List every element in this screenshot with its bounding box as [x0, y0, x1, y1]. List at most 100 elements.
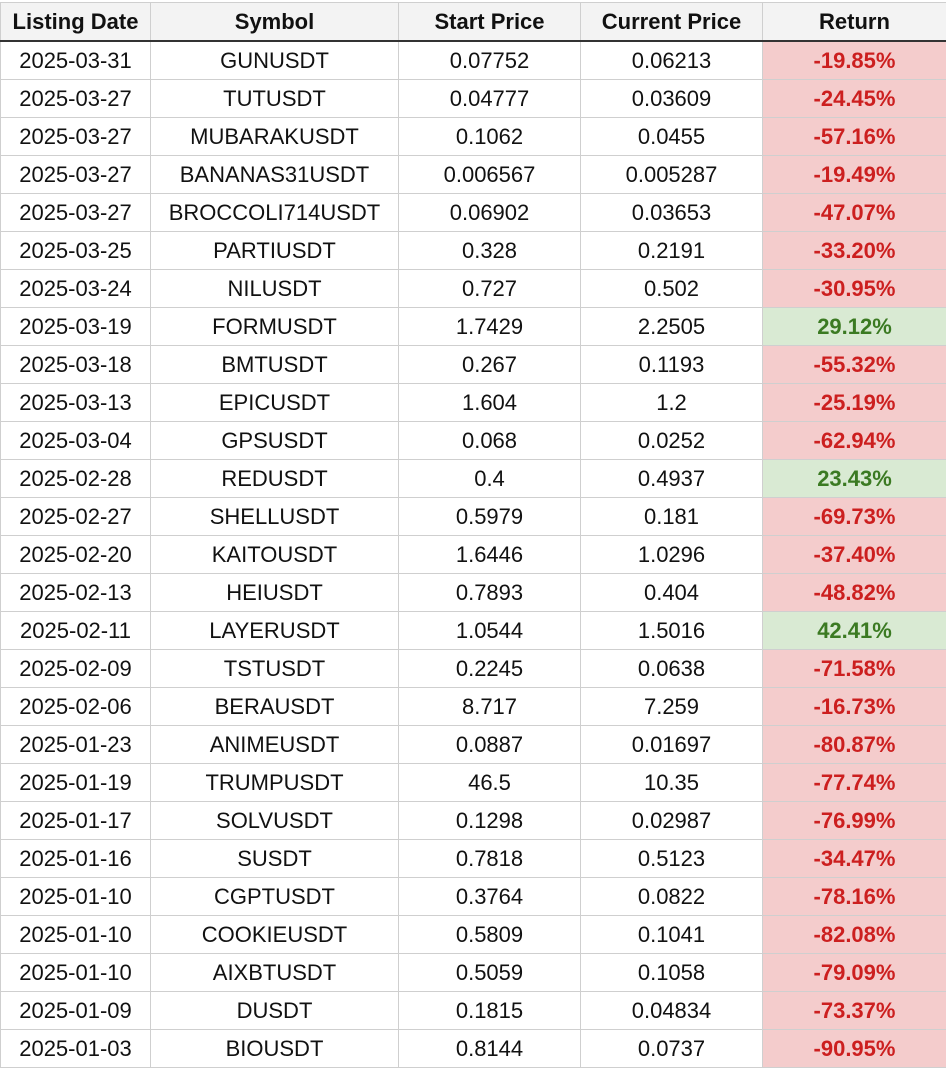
table-cell: 2025-01-19 [0, 763, 151, 802]
table-cell: 0.267 [398, 345, 581, 384]
table-cell: 0.1062 [398, 117, 581, 156]
table-row: 2025-03-13 EPICUSDT 1.604 1.2 -25.19% [0, 383, 946, 422]
table-cell: 0.4937 [580, 459, 763, 498]
table-cell: 0.0252 [580, 421, 763, 460]
table-cell: 0.2245 [398, 649, 581, 688]
table-cell: 10.35 [580, 763, 763, 802]
table-cell: CGPTUSDT [150, 877, 399, 916]
table-cell: 2025-03-27 [0, 193, 151, 232]
table-row: 2025-02-28 REDUSDT 0.4 0.4937 23.43% [0, 459, 946, 498]
return-cell: -47.07% [762, 193, 946, 232]
column-header: Return [762, 2, 946, 42]
table-row: 2025-01-10 AIXBTUSDT 0.5059 0.1058 -79.09% [0, 953, 946, 992]
table-cell: PARTIUSDT [150, 231, 399, 270]
table-cell: 2025-03-13 [0, 383, 151, 422]
table-cell: 0.3764 [398, 877, 581, 916]
table-body: 2025-03-31 GUNUSDT 0.07752 0.06213 -19.85% 20… [0, 40, 946, 1068]
return-cell: -48.82% [762, 573, 946, 612]
table-cell: 0.328 [398, 231, 581, 270]
table-cell: 0.7818 [398, 839, 581, 878]
table-row: 2025-03-31 GUNUSDT 0.07752 0.06213 -19.85% [0, 40, 946, 80]
return-cell: -19.49% [762, 155, 946, 194]
table-row: 2025-03-25 PARTIUSDT 0.328 0.2191 -33.20% [0, 231, 946, 270]
column-header: Current Price [580, 2, 763, 42]
return-cell: 42.41% [762, 611, 946, 650]
table-cell: 2025-03-24 [0, 269, 151, 308]
table-cell: 0.0887 [398, 725, 581, 764]
table-cell: 2025-01-03 [0, 1029, 151, 1068]
return-cell: -30.95% [762, 269, 946, 308]
table-cell: 2025-01-23 [0, 725, 151, 764]
return-cell: -73.37% [762, 991, 946, 1030]
return-cell: -24.45% [762, 79, 946, 118]
return-cell: -80.87% [762, 725, 946, 764]
table-cell: 0.1815 [398, 991, 581, 1030]
table-cell: 2025-02-20 [0, 535, 151, 574]
table-cell: 7.259 [580, 687, 763, 726]
table-cell: COOKIEUSDT [150, 915, 399, 954]
return-cell: 29.12% [762, 307, 946, 346]
table-cell: 2025-03-19 [0, 307, 151, 346]
return-cell: -34.47% [762, 839, 946, 878]
table-cell: 0.005287 [580, 155, 763, 194]
table-cell: 0.1298 [398, 801, 581, 840]
table-cell: BROCCOLI714USDT [150, 193, 399, 232]
table-row: 2025-01-19 TRUMPUSDT 46.5 10.35 -77.74% [0, 763, 946, 802]
table-cell: 0.7893 [398, 573, 581, 612]
return-cell: -90.95% [762, 1029, 946, 1068]
return-cell: -77.74% [762, 763, 946, 802]
table-cell: 0.4 [398, 459, 581, 498]
table-row: 2025-02-09 TSTUSDT 0.2245 0.0638 -71.58% [0, 649, 946, 688]
column-header: Listing Date [0, 2, 151, 42]
table-cell: SUSDT [150, 839, 399, 878]
return-cell: -19.85% [762, 40, 946, 80]
table-cell: 0.0638 [580, 649, 763, 688]
table-cell: 0.5809 [398, 915, 581, 954]
return-cell: -55.32% [762, 345, 946, 384]
return-cell: -62.94% [762, 421, 946, 460]
table-cell: 0.0822 [580, 877, 763, 916]
table-cell: BMTUSDT [150, 345, 399, 384]
table-cell: 2025-02-28 [0, 459, 151, 498]
table-row: 2025-01-10 CGPTUSDT 0.3764 0.0822 -78.16% [0, 877, 946, 916]
table-row: 2025-01-10 COOKIEUSDT 0.5809 0.1041 -82.08% [0, 915, 946, 954]
table-cell: 0.06213 [580, 40, 763, 80]
table-cell: BANANAS31USDT [150, 155, 399, 194]
table-cell: 2025-02-09 [0, 649, 151, 688]
table-row: 2025-03-27 BROCCOLI714USDT 0.06902 0.03653-… [0, 193, 946, 232]
table-cell: 2025-02-06 [0, 687, 151, 726]
table-row: 2025-03-27 TUTUSDT 0.04777 0.03609 -24.45% [0, 79, 946, 118]
table-cell: 2.2505 [580, 307, 763, 346]
table-row: 2025-01-17 SOLVUSDT 0.1298 0.02987 -76.99% [0, 801, 946, 840]
table-row: 2025-03-18 BMTUSDT 0.267 0.1193 -55.32% [0, 345, 946, 384]
table-cell: TSTUSDT [150, 649, 399, 688]
table-cell: 46.5 [398, 763, 581, 802]
table-cell: 2025-02-27 [0, 497, 151, 536]
table-cell: LAYERUSDT [150, 611, 399, 650]
return-cell: 23.43% [762, 459, 946, 498]
table-cell: 2025-03-25 [0, 231, 151, 270]
table-cell: NILUSDT [150, 269, 399, 308]
table-cell: 0.8144 [398, 1029, 581, 1068]
table-cell: 0.5979 [398, 497, 581, 536]
table-cell: 2025-01-17 [0, 801, 151, 840]
table-cell: 0.502 [580, 269, 763, 308]
table-cell: 0.1041 [580, 915, 763, 954]
table-cell: GPSUSDT [150, 421, 399, 460]
column-header: Symbol [150, 2, 399, 42]
return-cell: -69.73% [762, 497, 946, 536]
table-cell: 0.03653 [580, 193, 763, 232]
table-cell: 2025-03-27 [0, 117, 151, 156]
table-cell: GUNUSDT [150, 40, 399, 80]
table-cell: TUTUSDT [150, 79, 399, 118]
table-cell: KAITOUSDT [150, 535, 399, 574]
table-cell: 0.068 [398, 421, 581, 460]
table-cell: BIOUSDT [150, 1029, 399, 1068]
table-cell: 2025-01-10 [0, 877, 151, 916]
table-cell: 0.1058 [580, 953, 763, 992]
table-row: 2025-03-24 NILUSDT 0.727 0.502 -30.95% [0, 269, 946, 308]
table-row: 2025-02-06 BERAUSDT 8.717 7.259 -16.73% [0, 687, 946, 726]
table-cell: 0.06902 [398, 193, 581, 232]
return-cell: -37.40% [762, 535, 946, 574]
